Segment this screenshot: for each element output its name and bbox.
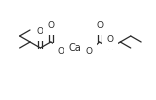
Text: O: O	[58, 48, 65, 56]
Text: O: O	[37, 28, 44, 36]
Text: O: O	[96, 22, 103, 30]
Text: O: O	[47, 22, 54, 30]
Text: O: O	[86, 48, 93, 56]
Text: O: O	[106, 36, 113, 44]
Text: Ca: Ca	[69, 43, 82, 53]
